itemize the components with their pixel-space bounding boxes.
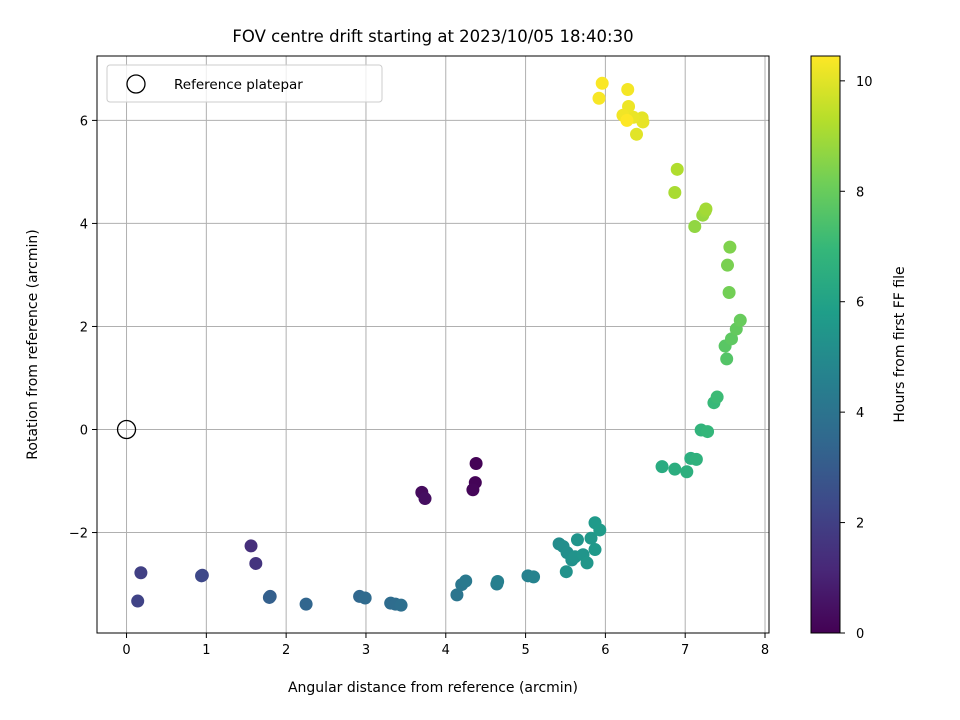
x-tick-label: 7 — [681, 643, 689, 658]
x-tick-label: 5 — [521, 643, 529, 658]
x-tick-label: 4 — [442, 643, 450, 658]
data-points — [116, 76, 747, 612]
scatter-point — [688, 220, 702, 234]
y-tick-label: −2 — [69, 527, 88, 542]
y-tick-label: 6 — [80, 114, 88, 129]
scatter-point — [358, 591, 372, 605]
scatter-point — [680, 465, 694, 479]
x-tick-label: 0 — [122, 643, 130, 658]
colorbar-tick-label: 8 — [856, 185, 864, 200]
scatter-point — [262, 590, 276, 604]
scatter-point — [620, 113, 634, 127]
plot-frame — [96, 55, 770, 634]
x-tick-label: 1 — [202, 643, 210, 658]
scatter-point — [720, 258, 734, 272]
colorbar-ticks: 0 2 4 6 8 10 — [840, 75, 873, 642]
legend-marker-open-circle — [126, 74, 146, 94]
chart-title: FOV centre drift starting at 2023/10/05 … — [232, 27, 633, 46]
scatter-point — [491, 574, 505, 588]
y-tick-label: 0 — [80, 424, 88, 439]
scatter-point — [733, 313, 747, 327]
scatter-point — [570, 533, 584, 547]
scatter-point — [723, 240, 737, 254]
scatter-point — [418, 492, 432, 506]
colorbar-tick-label: 6 — [856, 296, 864, 311]
colorbar-gradient — [810, 55, 841, 634]
scatter-point — [655, 460, 669, 474]
legend-frame — [106, 64, 383, 103]
scatter-point — [459, 574, 473, 588]
x-tick-label: 2 — [282, 643, 290, 658]
scatter-point — [621, 82, 635, 96]
scatter-point — [689, 452, 703, 466]
grid-lines — [97, 56, 769, 633]
scatter-point — [592, 91, 606, 105]
scatter-point — [134, 566, 148, 580]
scatter-point — [701, 425, 715, 439]
scatter-point — [559, 565, 573, 579]
scatter-point — [670, 162, 684, 176]
scatter-point — [450, 588, 464, 602]
scatter-point — [584, 531, 598, 545]
scatter-point — [299, 597, 313, 611]
scatter-point — [588, 543, 602, 557]
scatter-point — [469, 457, 483, 471]
y-axis-label: Rotation from reference (arcmin) — [25, 229, 41, 459]
scatter-point — [722, 285, 736, 299]
colorbar-tick-label: 2 — [856, 517, 864, 532]
colorbar: 0 2 4 6 8 10 Hours from first FF file — [810, 55, 908, 642]
scatter-point — [593, 523, 607, 537]
scatter-point — [131, 594, 145, 608]
x-tick-label: 6 — [601, 643, 609, 658]
colorbar-tick-label: 4 — [856, 406, 864, 421]
scatter-point — [195, 569, 209, 583]
x-tick-label: 8 — [761, 643, 769, 658]
scatter-point — [244, 539, 258, 553]
x-axis-label: Angular distance from reference (arcmin) — [288, 680, 578, 696]
scatter-point — [724, 332, 738, 346]
scatter-point — [466, 483, 480, 497]
scatter-point — [527, 570, 541, 584]
colorbar-label: Hours from first FF file — [892, 266, 908, 422]
scatter-point — [249, 556, 263, 570]
scatter-point — [720, 352, 734, 366]
axis-ticks: 0 1 2 3 4 5 6 7 8 −2 0 2 4 6 — [69, 114, 769, 658]
y-tick-label: 4 — [80, 217, 88, 232]
scatter-point — [580, 556, 594, 570]
x-tick-label: 3 — [362, 643, 370, 658]
scatter-point — [668, 462, 682, 476]
y-tick-label: 2 — [80, 320, 88, 335]
legend: Reference platepar — [106, 64, 383, 103]
colorbar-tick-label: 0 — [856, 627, 864, 642]
scatter-point — [668, 186, 682, 200]
scatter-point — [394, 598, 408, 612]
scatter-point — [630, 127, 644, 141]
scatter-point — [699, 202, 713, 216]
colorbar-tick-label: 10 — [856, 75, 873, 90]
scatter-point — [595, 76, 609, 90]
scatter-point — [710, 390, 724, 404]
reference-platepar-marker — [116, 419, 137, 440]
legend-entry-reference: Reference platepar — [174, 77, 303, 93]
